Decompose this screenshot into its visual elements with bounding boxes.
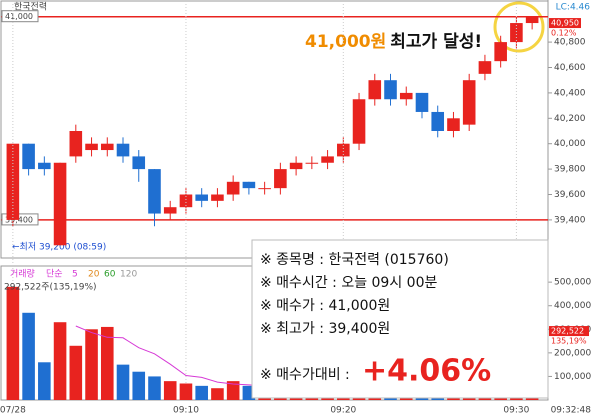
candle-body — [384, 80, 397, 100]
info-box: ※ 종목명 : 한국전력 (015760) ※ 매수시간 : 오늘 09시 00분… — [251, 239, 549, 399]
volume-bar — [53, 322, 67, 400]
candle-body — [337, 143, 350, 157]
candle-body — [148, 169, 161, 214]
candle-body — [211, 194, 224, 201]
candle-body — [368, 80, 382, 100]
info-box-bg — [251, 239, 549, 399]
volume-summary: 292,522주(135,19%) — [4, 282, 97, 293]
compare-label: ※ 매수가대비 : — [260, 367, 350, 383]
candle-body — [163, 207, 177, 214]
ref-label-bg — [1, 213, 39, 226]
candle-body — [116, 143, 130, 157]
volume-bar — [132, 371, 146, 400]
candle-body — [274, 169, 287, 189]
volume-method: 단순 — [46, 269, 63, 280]
info-line: ※ 최고가 : 39,400원 — [260, 321, 390, 337]
y-tick-label: 40,400 — [554, 88, 586, 98]
y-tick-label: 40,800 — [554, 38, 586, 48]
current-volume-bg — [549, 326, 589, 337]
candle-body — [399, 92, 413, 100]
candle-body — [431, 111, 445, 131]
candle-body — [69, 131, 83, 157]
volume-bar — [163, 381, 177, 400]
volume-bar — [195, 385, 208, 400]
candle-body — [85, 143, 98, 151]
annotation-price: 41,000원 — [305, 32, 386, 52]
volume-title: 거래량 — [10, 268, 35, 280]
lc-label: LC:4.46 — [556, 3, 591, 13]
volume-bar — [6, 286, 20, 400]
current-price-bg — [549, 18, 581, 29]
volume-bar — [22, 312, 35, 400]
candle-body — [462, 80, 476, 125]
ref-label-bg — [1, 10, 39, 23]
ma-label: 60 — [104, 270, 116, 280]
volume-bar — [179, 383, 193, 400]
volume-change: 135,19% — [551, 337, 587, 346]
ma-label: 20 — [88, 270, 100, 280]
ref-label: 41,000 — [5, 12, 33, 21]
candle-body — [195, 194, 208, 201]
ma-label: 120 — [120, 270, 137, 280]
volume-bar — [226, 381, 240, 400]
volume-bar — [69, 345, 83, 400]
candle-body — [179, 194, 193, 208]
info-line: ※ 종목명 : 한국전력 (015760) — [260, 252, 449, 268]
volume-bar — [38, 362, 51, 400]
candle-body — [321, 156, 334, 163]
candle-body — [525, 16, 539, 24]
volume-bar — [116, 364, 130, 400]
candle-body — [242, 181, 256, 189]
info-line: ※ 매수가 : 41,000원 — [260, 298, 390, 314]
volume-bar — [100, 326, 114, 400]
candle-body — [258, 188, 271, 190]
y-tick-label: 500,000 — [554, 278, 591, 288]
volume-bar — [211, 388, 224, 400]
candle-body — [510, 23, 523, 43]
candle-body — [415, 92, 429, 112]
y-tick-label: 40,000 — [554, 139, 586, 149]
change: 0.12% — [551, 29, 577, 38]
y-tick-label: 39,800 — [554, 165, 586, 175]
candle-body — [226, 181, 240, 195]
candle-body — [352, 99, 366, 144]
x-tick-label: 09:30 — [503, 406, 529, 416]
current-price: 40,950 — [551, 19, 579, 28]
volume-bar — [148, 376, 161, 400]
stock-name: 한국전력 — [14, 1, 47, 13]
annotation-text: 최고가 달성! — [390, 31, 482, 52]
x-tick-label: 07/28 — [0, 406, 26, 416]
candle-body — [478, 61, 492, 74]
candle-body — [494, 42, 507, 62]
candle-body — [305, 162, 319, 164]
x-tick-label: 09:20 — [330, 406, 356, 416]
candle-body — [38, 162, 51, 170]
candle-body — [22, 143, 35, 170]
y-tick-label: 39,600 — [554, 190, 586, 200]
low-note: ←최저 39,200 (08:59) — [12, 242, 106, 253]
candle-body — [132, 156, 146, 170]
candle-body — [53, 162, 67, 246]
y-tick-label: 40,600 — [554, 63, 586, 73]
y-tick-label: 39,400 — [554, 215, 586, 225]
y-tick-label: 40,200 — [554, 114, 586, 124]
y-tick-label: 100,000 — [554, 372, 591, 382]
info-line: ※ 매수시간 : 오늘 09시 00분 — [260, 275, 437, 291]
compare-value: +4.06% — [362, 354, 491, 389]
candle-body — [447, 118, 460, 131]
volume-bar — [85, 329, 98, 400]
ma-label: 5 — [72, 270, 78, 280]
y-tick-label: 400,000 — [554, 301, 591, 311]
clock: 09:32:48 — [551, 406, 592, 416]
annotation-bg — [302, 29, 486, 53]
highlight-circle — [493, 1, 545, 53]
annotation: 41,000원 최고가 달성! — [305, 31, 482, 52]
x-tick-label: 09:10 — [173, 406, 199, 416]
candle-body — [289, 162, 303, 170]
candle-body — [100, 143, 114, 151]
current-volume: 292,522 — [551, 327, 584, 336]
y-tick-label: 200,000 — [554, 348, 591, 358]
